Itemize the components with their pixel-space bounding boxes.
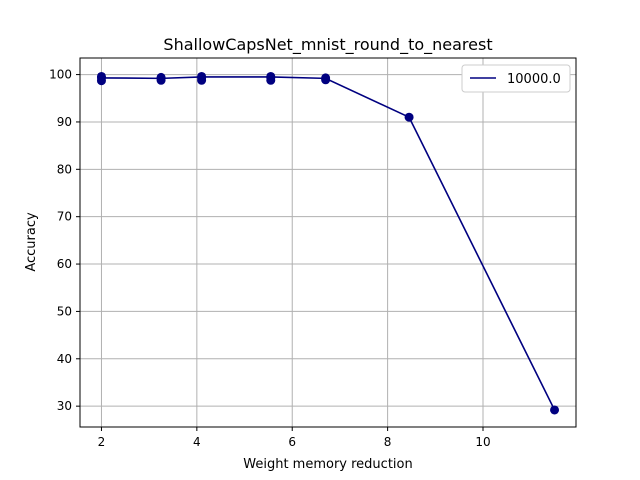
legend: 10000.0 [461, 64, 571, 93]
x-axis-ticks: 2 4 6 8 10 [98, 427, 491, 449]
y-tick-label: 70 [57, 210, 72, 224]
x-tick-label: 6 [288, 435, 296, 449]
y-tick-label: 50 [57, 304, 72, 318]
x-tick-label: 4 [193, 435, 201, 449]
data-point [197, 71, 207, 81]
legend-label: 10000.0 [507, 72, 561, 87]
y-tick-label: 60 [57, 257, 72, 271]
series-layer [96, 71, 560, 415]
y-axis-ticks: 30 40 50 60 70 80 90 100 [49, 68, 80, 413]
grid [80, 58, 576, 427]
data-point [96, 71, 106, 81]
x-axis-label: Weight memory reduction [243, 457, 412, 472]
y-tick-label: 90 [57, 115, 72, 129]
y-tick-label: 80 [57, 162, 72, 176]
y-axis-label: Accuracy [24, 212, 39, 272]
data-point [321, 73, 331, 83]
data-point [550, 405, 560, 415]
x-tick-label: 2 [98, 435, 106, 449]
y-tick-label: 100 [49, 68, 72, 82]
x-tick-label: 8 [384, 435, 392, 449]
chart-title: ShallowCapsNet_mnist_round_to_nearest [163, 35, 492, 55]
data-point [266, 71, 276, 81]
y-tick-label: 30 [57, 399, 72, 413]
legend-box [461, 64, 571, 93]
plot-frame [79, 57, 577, 428]
x-tick-label: 10 [475, 435, 490, 449]
data-point [404, 112, 414, 122]
data-point [156, 72, 166, 82]
y-tick-label: 40 [57, 352, 72, 366]
